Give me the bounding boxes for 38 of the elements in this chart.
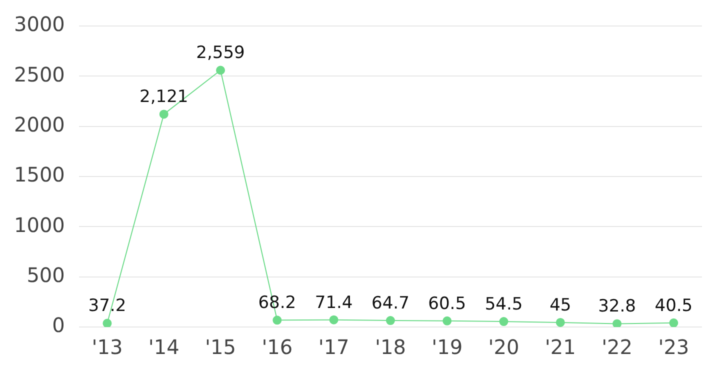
point: [272, 316, 282, 325]
point: [216, 66, 226, 75]
text: 71.4: [314, 292, 353, 313]
y-tick-label: 2000: [14, 112, 65, 137]
point: [159, 110, 168, 119]
x-tick-label: '14: [148, 335, 180, 360]
y-tick-label: 1500: [14, 162, 65, 187]
x-tick-label: '18: [374, 335, 406, 360]
text: 60.5: [428, 294, 466, 314]
text: 32.8: [598, 296, 636, 317]
point: [102, 318, 112, 327]
text: 45: [550, 295, 572, 316]
text: 40.5: [654, 296, 693, 316]
x-tick-label: '22: [602, 335, 633, 360]
point: [386, 316, 395, 326]
y-tick-label: 500: [26, 263, 65, 288]
point: [669, 318, 678, 327]
point: [442, 316, 452, 326]
point: [556, 318, 565, 327]
x-tick-label: '19: [432, 335, 463, 360]
x-tick-label: '20: [488, 335, 520, 360]
x-tick-label: '16: [262, 335, 293, 360]
point: [329, 315, 338, 324]
y-tick-label: 1000: [14, 212, 65, 237]
x-tick-label: '13: [92, 335, 123, 360]
point: [612, 319, 622, 327]
x-tick-label: '15: [205, 335, 236, 360]
text: 2,559: [196, 43, 245, 64]
x-tick-label: '21: [544, 335, 576, 360]
y-tick-label: 2500: [14, 62, 65, 86]
text: 2,121: [140, 87, 188, 108]
text: 54.5: [484, 294, 523, 314]
point: [499, 317, 508, 326]
text: 64.7: [372, 293, 410, 314]
x-tick-label: '23: [658, 335, 690, 360]
y-tick-label: 3000: [14, 12, 65, 36]
x-tick-label: '17: [318, 335, 350, 360]
y-tick-label: 0: [52, 313, 65, 338]
